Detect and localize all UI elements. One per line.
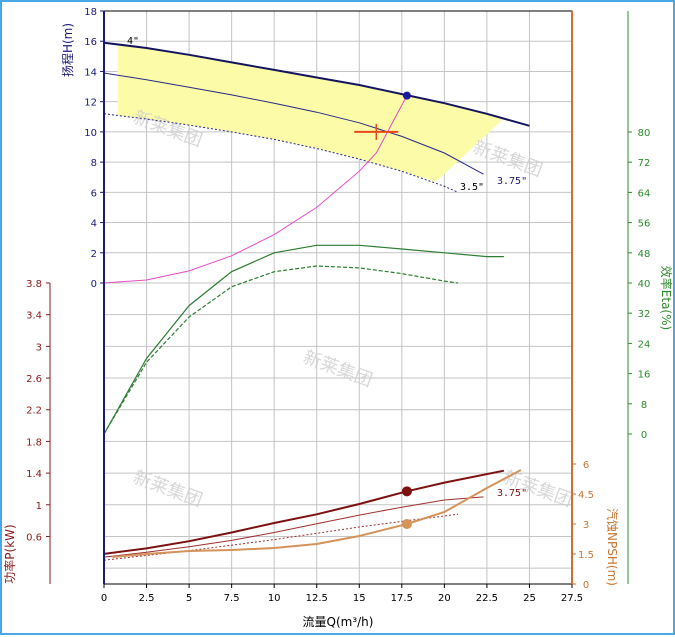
npsh-axis-title: 汽蚀NPSH(m) [605, 508, 620, 586]
annotation-3-75in-power: 3.75" [497, 488, 527, 499]
x-tick-label: 17.5 [391, 593, 413, 604]
efficiency-tick-label: 16 [638, 370, 651, 381]
head-tick-label: 14 [84, 67, 97, 78]
x-tick-label: 22.5 [476, 593, 498, 604]
power-tick-label: 3.4 [26, 311, 42, 322]
power-tick-label: 0.6 [26, 532, 42, 543]
efficiency-tick-label: 56 [638, 219, 651, 230]
head-tick-label: 8 [91, 158, 97, 169]
annotation-3-5in: 3.5" [460, 182, 484, 193]
head-tick-label: 16 [84, 37, 97, 48]
x-tick-label: 27.5 [561, 593, 583, 604]
npsh-tick-label: 4.5 [578, 490, 594, 501]
head-tick-label: 4 [91, 219, 97, 230]
power-tick-label: 2.2 [26, 406, 42, 417]
efficiency-curve-3-5in [103, 265, 459, 435]
x-tick-label: 10 [268, 593, 281, 604]
efficiency-tick-label: 48 [638, 249, 651, 260]
head-tick-label: 12 [84, 98, 97, 109]
efficiency-tick-label: 8 [641, 400, 647, 411]
head-tick-label: 18 [84, 7, 97, 18]
head-axis-title: 扬程H(m) [60, 23, 75, 77]
watermark: 新莱集团 [470, 137, 545, 181]
npsh-tick-label: 0 [583, 580, 589, 591]
head-tick-label: 0 [91, 279, 97, 290]
npsh-curve [112, 469, 522, 558]
power-tick-label: 1 [36, 501, 42, 512]
x-tick-label: 0 [101, 593, 107, 604]
efficiency-tick-label: 72 [638, 158, 651, 169]
system-curve [103, 95, 408, 284]
x-tick-label: 5 [186, 593, 192, 604]
annotation-3-75in-head: 3.75" [497, 176, 527, 187]
power-tick-label: 1.8 [26, 437, 42, 448]
duty-point-npsh [401, 519, 412, 529]
head-tick-label: 6 [91, 188, 97, 199]
x-tick-label: 20 [438, 593, 451, 604]
head-curve-4in [103, 41, 530, 127]
power-tick-label: 3.8 [26, 279, 42, 290]
head-curve-3-5in [103, 113, 459, 193]
x-tick-label: 7.5 [224, 593, 240, 604]
efficiency-tick-label: 64 [638, 188, 651, 199]
x-tick-label: 15 [353, 593, 366, 604]
efficiency-tick-label: 40 [638, 279, 651, 290]
power-tick-label: 2.6 [26, 374, 42, 385]
efficiency-tick-label: 24 [638, 339, 651, 350]
duty-point-power [401, 486, 412, 497]
npsh-tick-label: 3 [583, 520, 589, 531]
npsh-tick-label: 6 [583, 460, 589, 471]
x-axis-title: 流量Q(m³/h) [303, 615, 374, 629]
x-tick-label: 12.5 [306, 593, 328, 604]
watermark: 新莱集团 [300, 347, 375, 391]
head-curve-3-75in [103, 72, 484, 175]
annotation-4in: 4" [127, 36, 139, 47]
x-tick-label: 25 [523, 593, 536, 604]
efficiency-axis-title: 效率Eta(%) [659, 266, 674, 330]
efficiency-tick-label: 80 [638, 128, 651, 139]
duty-point-head [402, 91, 411, 100]
x-tick-label: 2.5 [139, 593, 155, 604]
power-axis-title: 功率P(kW) [2, 524, 17, 583]
efficiency-tick-label: 32 [638, 309, 651, 320]
power-curve-3-75in [103, 496, 484, 558]
head-tick-label: 2 [91, 249, 97, 260]
operating-envelope [117, 44, 504, 182]
head-tick-label: 10 [84, 128, 97, 139]
power-tick-label: 3 [36, 342, 42, 353]
efficiency-tick-label: 0 [641, 430, 647, 441]
npsh-tick-label: 1.5 [578, 550, 594, 561]
efficiency-curve-4in [103, 244, 504, 435]
power-curve-4in [103, 469, 505, 555]
power-tick-label: 1.4 [26, 469, 42, 480]
